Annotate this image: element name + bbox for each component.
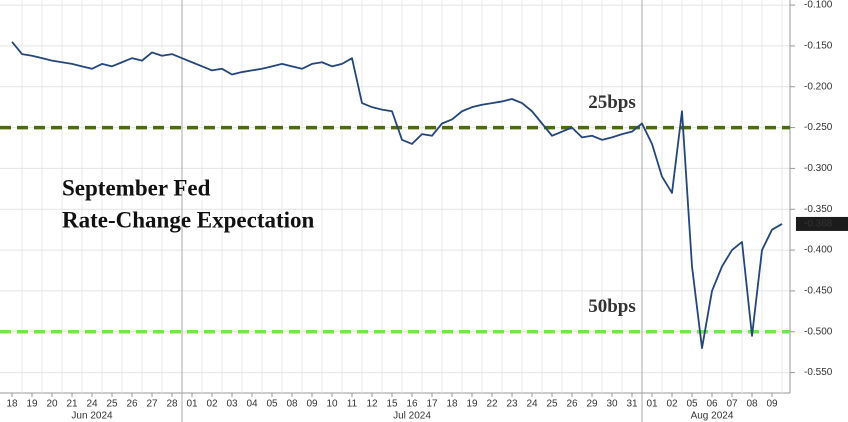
data-line: [11, 41, 783, 349]
x-tick-label: 25: [546, 399, 558, 410]
y-tick-label: -0.300: [804, 163, 833, 174]
x-tick-label: 26: [566, 399, 578, 410]
x-tick-label: 03: [226, 399, 238, 410]
x-tick-label: 02: [206, 399, 218, 410]
reference-label: 25bps: [588, 92, 636, 113]
x-tick-label: 25: [106, 399, 118, 410]
x-tick-label: 08: [286, 399, 298, 410]
x-tick-label: 30: [606, 399, 618, 410]
x-tick-label: 27: [146, 399, 158, 410]
month-label: Jun 2024: [71, 411, 113, 422]
x-tick-label: 08: [746, 399, 758, 410]
month-label: Jul 2024: [393, 411, 431, 422]
x-tick-label: 16: [406, 399, 418, 410]
x-tick-label: 11: [347, 399, 358, 410]
last-value-label: -0.368: [804, 219, 833, 230]
x-tick-label: 19: [26, 399, 38, 410]
chart-title: September Fed: [62, 175, 211, 200]
x-tick-label: 15: [386, 399, 398, 410]
y-tick-label: -0.550: [804, 367, 833, 378]
x-tick-label: 05: [266, 399, 278, 410]
y-tick-label: -0.500: [804, 326, 833, 337]
month-label: Aug 2024: [691, 411, 734, 422]
x-tick-label: 06: [706, 399, 718, 410]
x-tick-label: 09: [306, 399, 318, 410]
y-tick-label: -0.450: [804, 286, 833, 297]
y-tick-label: -0.100: [804, 0, 833, 11]
x-tick-label: 31: [626, 399, 638, 410]
x-tick-label: 07: [726, 399, 738, 410]
y-tick-label: -0.250: [804, 122, 833, 133]
x-tick-label: 01: [186, 399, 198, 410]
x-tick-label: 24: [86, 399, 98, 410]
x-tick-label: 05: [686, 399, 698, 410]
x-tick-label: 18: [446, 399, 458, 410]
x-tick-label: 19: [466, 399, 478, 410]
x-tick-label: 29: [586, 399, 598, 410]
x-tick-label: 02: [666, 399, 678, 410]
x-tick-label: 28: [166, 399, 178, 410]
y-tick-label: -0.150: [804, 41, 833, 52]
x-tick-label: 22: [486, 399, 498, 410]
x-tick-label: 01: [646, 399, 658, 410]
grid-layer: [0, 0, 795, 422]
y-tick-label: -0.350: [804, 204, 833, 215]
x-tick-label: 12: [366, 399, 378, 410]
x-tick-label: 18: [6, 399, 18, 410]
x-tick-label: 23: [506, 399, 518, 410]
x-tick-label: 04: [246, 399, 258, 410]
reference-label: 50bps: [588, 296, 636, 317]
x-tick-label: 09: [766, 399, 778, 410]
x-tick-label: 26: [126, 399, 138, 410]
x-tick-label: 20: [46, 399, 58, 410]
x-tick-label: 17: [426, 399, 438, 410]
x-tick-label: 21: [66, 399, 78, 410]
y-tick-label: -0.200: [804, 81, 833, 92]
x-tick-label: 24: [526, 399, 538, 410]
y-tick-label: -0.400: [804, 245, 833, 256]
chart-title: Rate-Change Expectation: [62, 207, 315, 232]
last-value-box: [796, 216, 848, 231]
x-tick-label: 10: [326, 399, 338, 410]
